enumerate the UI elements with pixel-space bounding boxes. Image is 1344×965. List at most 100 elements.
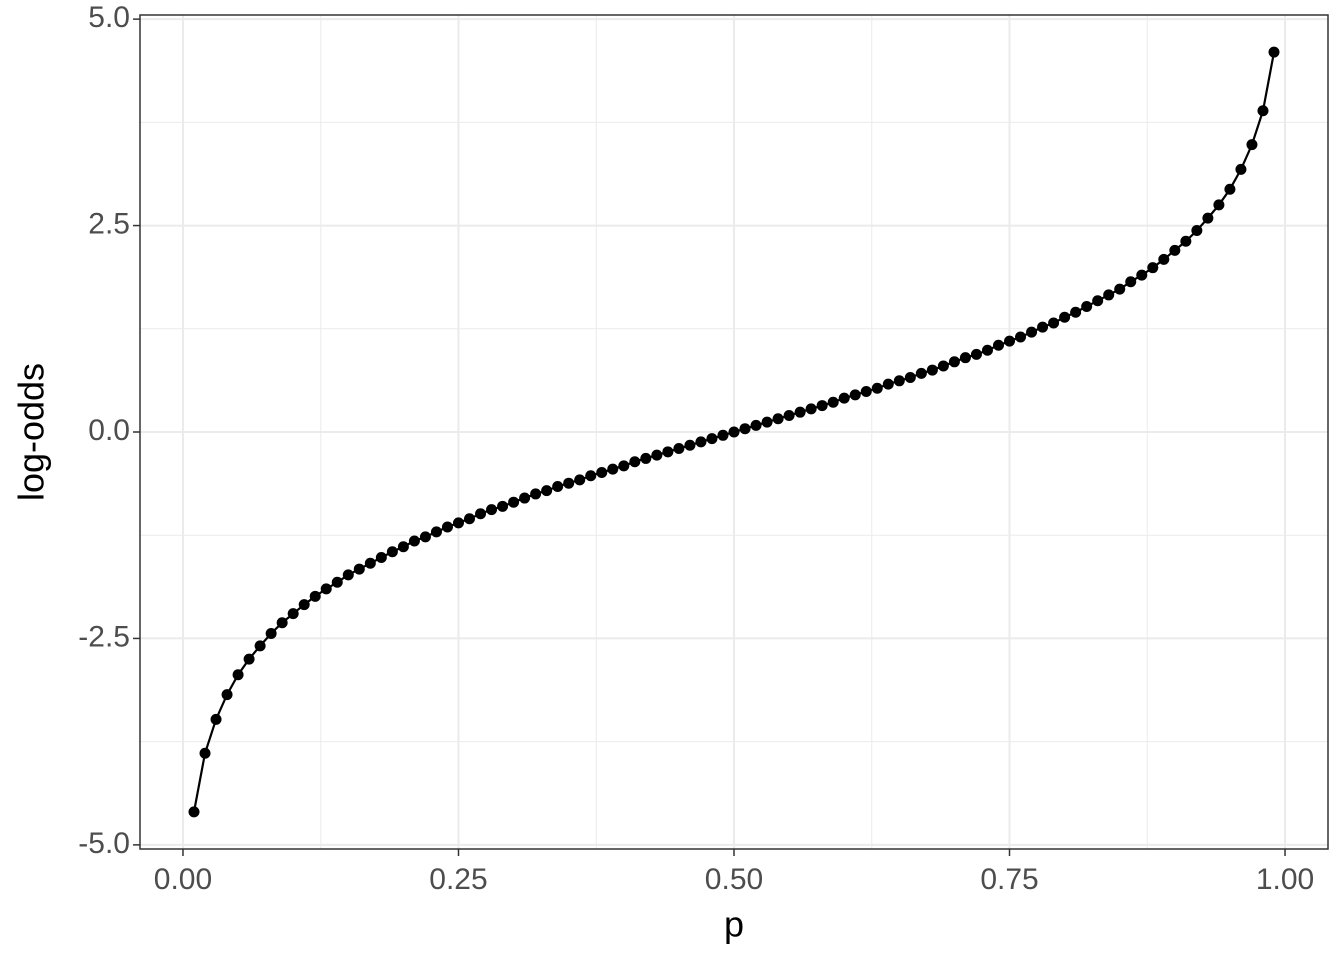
point (640, 452, 652, 464)
point (441, 521, 453, 533)
point (805, 403, 817, 415)
point (882, 378, 894, 390)
point (464, 513, 476, 525)
point (992, 339, 1004, 351)
point (893, 375, 905, 387)
point (1081, 300, 1093, 312)
point (1147, 262, 1159, 274)
point (827, 396, 839, 408)
point (673, 443, 685, 455)
point (1125, 276, 1137, 288)
point (1004, 335, 1016, 347)
x-axis-title: p (724, 904, 744, 945)
point (1191, 225, 1203, 237)
point (1070, 306, 1082, 318)
point (970, 348, 982, 360)
point (816, 400, 828, 412)
point (695, 436, 707, 448)
point (265, 627, 277, 639)
point (309, 590, 321, 602)
point (959, 352, 971, 364)
point (761, 416, 773, 428)
point (794, 406, 806, 418)
y-tick-label: -2.5 (78, 620, 130, 653)
point (1213, 199, 1225, 211)
point (497, 500, 509, 512)
point (706, 433, 718, 445)
point (298, 599, 310, 611)
point (563, 477, 575, 489)
point (188, 806, 200, 818)
point (1169, 244, 1181, 256)
point (750, 419, 762, 431)
point (1202, 212, 1214, 224)
point (871, 382, 883, 394)
point (408, 535, 420, 547)
point (276, 617, 288, 629)
point (486, 504, 498, 516)
point (508, 496, 520, 508)
x-tick-label: 1.00 (1256, 863, 1314, 896)
y-tick-label: -5.0 (78, 827, 130, 860)
point (397, 541, 409, 553)
point (342, 569, 354, 581)
point (1114, 283, 1126, 295)
point (1235, 163, 1247, 175)
point (320, 583, 332, 595)
point (541, 485, 553, 497)
point (981, 344, 993, 356)
point (948, 356, 960, 368)
point (1092, 295, 1104, 307)
point (849, 389, 861, 401)
point (210, 713, 222, 725)
point (904, 372, 916, 384)
point (915, 367, 927, 379)
point (662, 446, 674, 458)
point (331, 576, 343, 588)
point (530, 488, 542, 500)
point (1158, 253, 1170, 265)
point (838, 392, 850, 404)
point (1224, 183, 1236, 195)
point (1037, 321, 1049, 333)
point (1015, 331, 1027, 343)
point (1103, 289, 1115, 301)
x-tick-label: 0.75 (980, 863, 1038, 896)
point (232, 669, 244, 681)
point (684, 439, 696, 451)
point (1180, 235, 1192, 247)
point (386, 546, 398, 558)
point (937, 360, 949, 372)
point (1257, 105, 1269, 117)
point (221, 689, 233, 701)
point (199, 747, 211, 759)
point (783, 409, 795, 421)
point (519, 492, 531, 504)
point (1026, 326, 1038, 338)
y-tick-label: 0.0 (88, 414, 130, 447)
point (618, 460, 630, 472)
panel-border (139, 14, 1329, 850)
point (728, 426, 740, 438)
x-tick-label: 0.50 (705, 863, 763, 896)
x-tick-label: 0.25 (429, 863, 487, 896)
point (1059, 311, 1071, 323)
point (452, 517, 464, 529)
point (860, 386, 872, 398)
x-tick-label: 0.00 (154, 863, 212, 896)
point (1136, 269, 1148, 281)
point (629, 456, 641, 468)
point (419, 531, 431, 543)
point (651, 449, 663, 461)
point (430, 526, 442, 538)
point (1246, 139, 1258, 151)
point (1268, 46, 1280, 58)
point (475, 508, 487, 520)
point (772, 413, 784, 425)
point (739, 423, 751, 435)
point (607, 463, 619, 475)
point (596, 466, 608, 478)
point (1048, 317, 1060, 329)
y-tick-label: 2.5 (88, 207, 130, 240)
